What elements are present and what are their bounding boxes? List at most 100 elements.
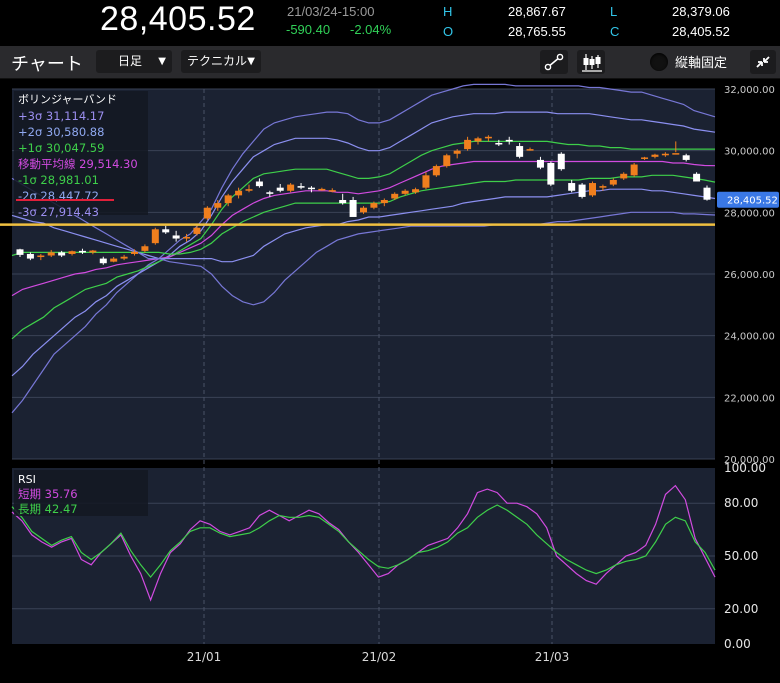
x-tick-label: 21/02	[362, 650, 397, 664]
fix-axis-toggle[interactable]	[650, 53, 668, 71]
price-tag	[717, 191, 779, 208]
period-dropdown[interactable]: 日足 ▼	[96, 50, 172, 73]
band-line	[11, 83, 716, 414]
candles	[16, 135, 711, 265]
candle-body	[630, 164, 638, 176]
candle-body	[99, 258, 107, 264]
candle-body	[401, 190, 409, 194]
bb-legend: ボリンジャーバンド +3σ 31,114.17 +2σ 30,580.88 +1σ 3…	[14, 91, 148, 219]
candle-body	[328, 190, 336, 192]
low-label: L	[610, 4, 618, 19]
legend-bg	[14, 91, 148, 215]
candle-body	[120, 256, 128, 259]
candle-body	[287, 184, 295, 191]
legend-item: +3σ 31,114.17	[18, 109, 104, 123]
candle-body	[370, 203, 378, 208]
candle-body	[141, 246, 149, 251]
technical-dropdown-label: テクニカル	[187, 54, 248, 68]
quote-change-pct: -2.04%	[350, 22, 392, 37]
chevron-down-icon: ▼	[158, 56, 166, 67]
quote-datetime: 21/03/24-15:00	[287, 4, 375, 19]
legend-title: ボリンジャーバンド	[18, 93, 117, 106]
candle-body	[641, 157, 649, 159]
candle-body	[620, 173, 628, 179]
band-line	[11, 177, 716, 306]
candle-body	[547, 163, 555, 185]
candle-body	[318, 188, 326, 191]
candle-body	[339, 200, 347, 204]
bollinger-bands	[11, 83, 716, 414]
candle-body	[16, 249, 24, 255]
candle-body	[193, 227, 201, 234]
candlestick-icon	[582, 54, 602, 72]
candle-body	[151, 229, 159, 244]
y-tick-label: 22,000.00	[724, 393, 775, 404]
candle-body	[536, 159, 544, 168]
candle-body	[110, 258, 118, 262]
y-tick-label: 20,000.00	[724, 455, 775, 466]
candle-body	[495, 142, 503, 145]
candle-body	[255, 181, 263, 187]
candle-body	[172, 235, 180, 239]
candle-body	[703, 187, 711, 200]
chart-area[interactable]: 32,000.00 30,000.00 28,000.00 26,000.00 24,0…	[0, 79, 780, 679]
candle-body	[183, 237, 191, 239]
rsi-legend-item: 長期 42.47	[18, 502, 78, 516]
y-tick-label: 30,000.00	[724, 147, 775, 158]
candle-body	[58, 252, 66, 256]
chart-canvas[interactable]: 32,000.00 30,000.00 28,000.00 26,000.00 24,0…	[0, 79, 780, 679]
quote-bar: 28,405.52 21/03/24-15:00 -590.40 -2.04% …	[0, 0, 780, 46]
rsi-tick-label: 50.00	[724, 549, 758, 563]
y-tick-label: 28,000.00	[724, 208, 775, 219]
rsi-lines	[11, 484, 716, 602]
candle-body	[589, 183, 596, 196]
fullscreen-button[interactable]	[750, 50, 776, 74]
rsi-tick-label: 80.00	[724, 496, 758, 510]
candle-body	[578, 184, 586, 197]
band-line	[11, 160, 716, 297]
open-label: O	[443, 24, 454, 39]
chevron-down-icon: ▼	[247, 56, 255, 67]
y-tick-label: 24,000.00	[724, 332, 775, 343]
candle-body	[609, 179, 617, 185]
high-value: 28,867.67	[508, 4, 566, 19]
high-label: H	[443, 4, 453, 19]
candle-body	[235, 190, 243, 196]
price-tag-text: 28,405.52	[727, 196, 778, 207]
candle-body	[266, 192, 274, 194]
rsi-tick-label: 20.00	[724, 602, 758, 616]
candle-body	[391, 193, 399, 199]
candle-body	[672, 153, 680, 155]
candle-body	[224, 195, 232, 204]
candle-body	[245, 189, 253, 191]
candle-body	[443, 155, 451, 167]
rsi-legend-bg	[14, 470, 148, 516]
candle-body	[307, 187, 315, 190]
close-label: C	[610, 24, 620, 39]
candle-body	[661, 153, 669, 156]
rsi-line	[11, 484, 716, 602]
candle-body	[568, 183, 576, 191]
candle-body	[89, 250, 97, 253]
x-tick-label: 21/03	[535, 650, 570, 664]
axes: 32,000.00 30,000.00 28,000.00 26,000.00 24,0…	[187, 85, 779, 664]
candle-body	[516, 146, 524, 157]
x-tick-label: 21/01	[187, 650, 222, 664]
legend-item: +1σ 30,047.59	[18, 141, 104, 155]
collapse-arrows-icon	[756, 56, 770, 68]
candle-body	[464, 139, 472, 150]
period-dropdown-label: 日足	[118, 54, 143, 68]
y-tick-label: 26,000.00	[724, 270, 775, 281]
fix-axis-label: 縦軸固定	[675, 56, 728, 71]
current-price: 28,405.52	[100, 0, 256, 38]
technical-dropdown[interactable]: テクニカル ▼	[181, 50, 261, 73]
candle-body	[47, 252, 55, 256]
candle-body	[26, 253, 34, 259]
candle-type-button[interactable]	[577, 50, 605, 74]
draw-line-button[interactable]	[540, 50, 568, 74]
candle-body	[526, 149, 534, 151]
candle-body	[297, 186, 305, 188]
candle-body	[78, 250, 86, 253]
open-value: 28,765.55	[508, 24, 566, 39]
